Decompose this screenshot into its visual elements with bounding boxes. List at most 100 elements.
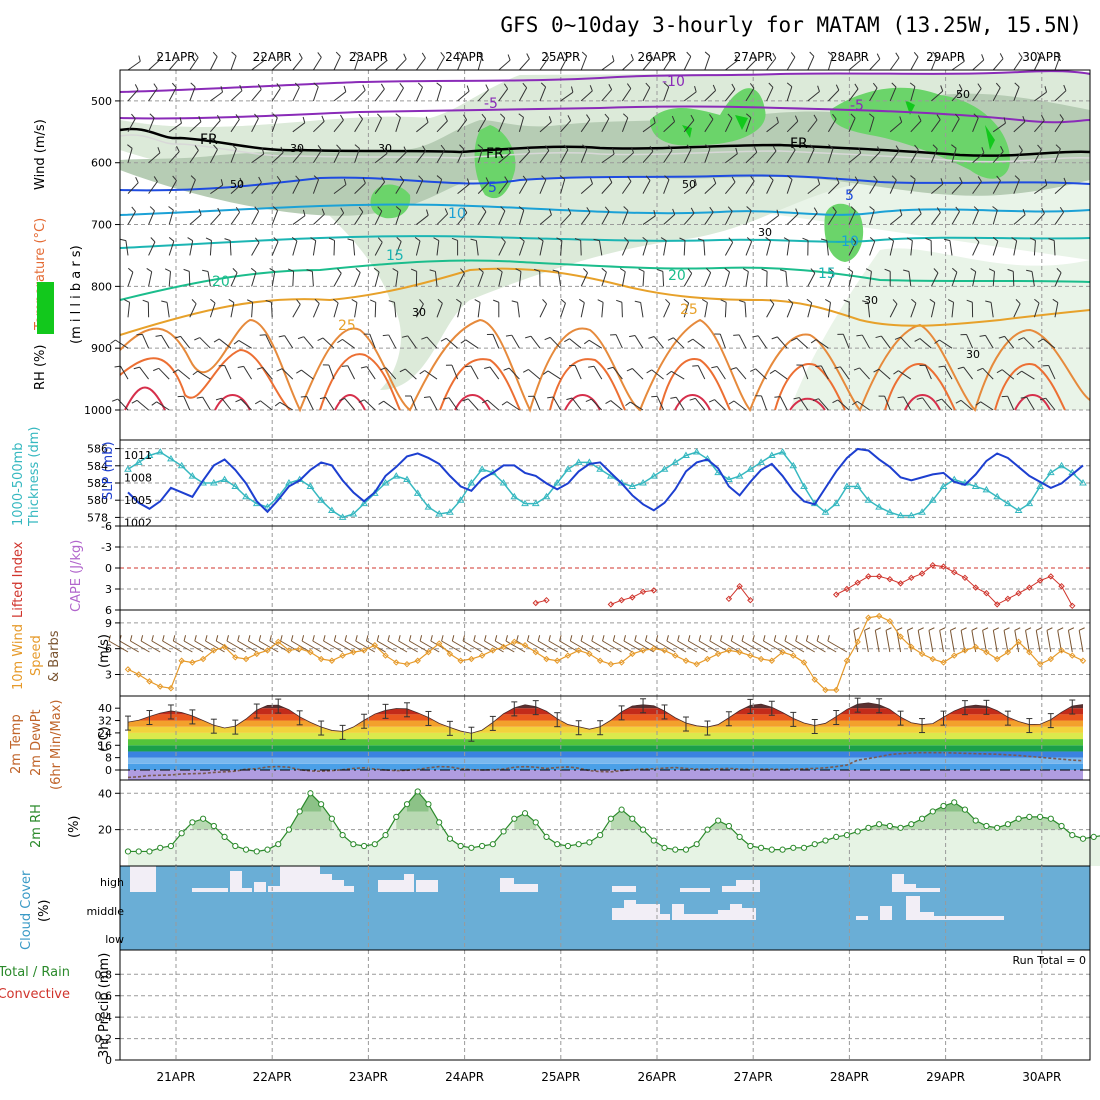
thickness-marker [596,465,605,472]
surface-barb-flag [1057,627,1064,631]
wind-barb-flag [670,396,677,399]
wind-barb-flag [909,82,916,87]
wind-barb-flag [934,339,940,344]
wind-marker [457,657,464,664]
wind-barb-flag [653,209,656,217]
wind-barb [312,149,322,163]
wind-barb [539,86,547,102]
surface-barb [473,640,494,653]
wind-barb-flag [992,206,998,211]
wind-barb-flag [858,54,861,61]
wind-marker [993,655,1001,663]
wind-barb [869,210,875,225]
wind-barb [1048,365,1056,380]
wind-barb-flag [196,396,203,399]
wind-marker [403,660,411,668]
rh-marker [253,848,260,855]
wind-barb [271,241,279,256]
surface-barb [591,640,612,653]
thickness-marker [317,496,326,503]
wind-barb [827,211,837,225]
contour-label: 15 [386,248,404,264]
wind-marker [425,648,432,656]
wind-barb-flag [769,369,776,374]
wind-barb-flag [802,237,809,241]
wind-barb-flag [709,206,714,213]
thickness-marker [263,503,272,510]
wind-barb [189,303,197,318]
wind-barb [416,121,429,133]
wind-barb-flag [891,175,897,181]
wind-barb [374,153,388,164]
wind-barb [395,271,399,287]
li-marker [993,601,1001,608]
wind-barb-flag [809,144,815,150]
wind-barb-flag [828,144,834,149]
wind-barb-flag [776,209,780,216]
wind-marker [489,647,497,654]
wind-barb [189,179,196,194]
contour-label: 50 [682,178,696,191]
wind-barb-flag [1014,82,1020,88]
wind-barb [580,183,593,195]
surface-barb [720,640,740,653]
wind-barb [189,121,202,133]
wind-barb [511,334,520,349]
wind-barb-flag [813,207,818,214]
wind-barb [189,214,202,225]
wind-barb-flag [645,82,651,88]
wind-barb-flag [343,178,347,185]
wind-barb-flag [895,52,900,59]
wind-barb-flag [776,116,779,123]
temp-unit: (°C) [97,726,112,752]
wind-barb-flag [574,238,581,241]
thickness-marker [542,492,551,500]
wind-marker [1079,657,1087,664]
wind-barb-flag [1063,177,1067,184]
wind-barb-flag [511,300,518,303]
wind-barb [209,302,216,318]
wind-barb-flag [396,237,402,242]
wind-barb-flag [384,54,388,61]
surface-barb-flag [939,627,946,631]
surface-barb [688,640,708,653]
wind-barb [621,181,632,194]
wind-marker [790,652,797,659]
wind-barb-flag [380,83,385,90]
wind-barb [230,272,238,287]
rh-marker [1015,815,1022,822]
wind-marker [650,645,657,652]
wind-barb-flag [464,365,471,368]
wind-barb [828,89,840,102]
surface-barb-flag [730,635,734,642]
wind-barb-flag [585,398,592,402]
wind-barb [815,339,829,349]
wind-barb [663,179,670,194]
surface-barb-flag [408,635,412,642]
wind-barb [1054,119,1064,133]
wind-barb [745,59,757,71]
rh-marker [468,844,475,851]
surface-barb [162,640,182,653]
wind-barb-flag [110,339,116,344]
surface-barb-flag [1003,627,1010,631]
wind-marker [156,683,164,690]
wind-barb [457,183,470,195]
rh-shade [299,793,322,812]
wind-barb-flag [235,114,240,120]
surface-barb-flag [960,627,967,631]
surface-barb-flag [896,627,903,631]
thickness-marker [853,482,862,489]
thickness-marker [306,482,315,489]
wind-barb [498,210,506,225]
axis-tick-label: 3 [105,669,112,682]
wind-barb-flag [436,82,442,87]
surface-barb-flag [505,635,508,642]
wind-barb [518,117,525,132]
wind-barb-flag [459,144,465,150]
wind-barb-flag [981,54,985,61]
wind-barb-flag [981,147,985,154]
surface-barb-flag [247,635,251,642]
thickness-marker [510,492,519,500]
